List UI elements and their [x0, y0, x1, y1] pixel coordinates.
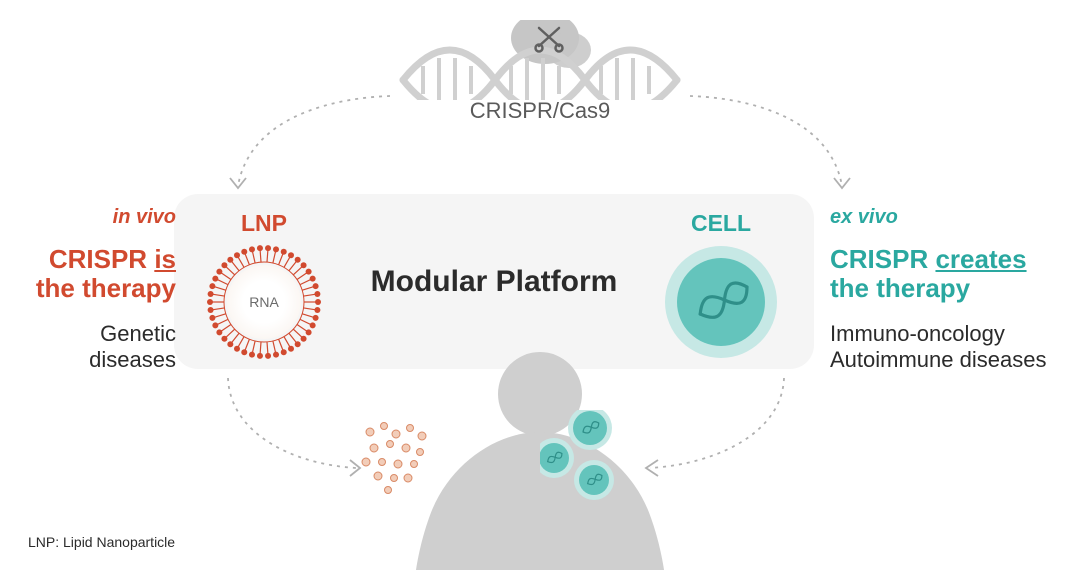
- crispr-is-line2: the therapy: [36, 273, 176, 303]
- dna-helix-icon: [395, 20, 685, 90]
- crispr-creates-line2: the therapy: [830, 273, 970, 303]
- lnp-rna-label: RNA: [227, 265, 301, 339]
- crispr-creates-prefix: CRISPR: [830, 244, 935, 274]
- lnp-label: LNP: [205, 210, 323, 237]
- crispr-is-therapy: CRISPR is the therapy: [16, 245, 176, 303]
- indications-right: Immuno-oncology Autoimmune diseases: [830, 321, 1060, 372]
- crispr-is-prefix: CRISPR: [49, 244, 154, 274]
- cell-mini-cluster-icon: [540, 410, 630, 515]
- genetic-diseases-label: Genetic diseases: [16, 321, 176, 372]
- modular-platform-title: Modular Platform: [371, 265, 618, 299]
- lnp-icon: RNA: [205, 243, 323, 361]
- ex-vivo-heading: ex vivo: [830, 206, 1060, 229]
- arrow-top-right: [680, 88, 860, 198]
- crispr-creates-underlined: creates: [935, 244, 1026, 274]
- diagram-canvas: CRISPR/Cas9 Modular Platform LNP RNA CEL…: [0, 0, 1080, 568]
- cell-group: CELL: [662, 210, 780, 361]
- in-vivo-heading: in vivo: [16, 206, 176, 229]
- autoimmune-label: Autoimmune diseases: [830, 347, 1046, 372]
- immuno-oncology-label: Immuno-oncology: [830, 321, 1005, 346]
- footnote-lnp: LNP: Lipid Nanoparticle: [28, 534, 175, 550]
- crispr-is-underlined: is: [154, 244, 176, 274]
- in-vivo-text-block: in vivo CRISPR is the therapy Genetic di…: [16, 206, 176, 372]
- cell-label: CELL: [662, 210, 780, 237]
- arrow-bottom-left: [210, 372, 370, 482]
- lnp-group: LNP RNA: [205, 210, 323, 361]
- crispr-creates-therapy: CRISPR creates the therapy: [830, 245, 1060, 303]
- arrow-top-left: [220, 88, 400, 198]
- ex-vivo-text-block: ex vivo CRISPR creates the therapy Immun…: [830, 206, 1060, 372]
- lnp-dots-cluster-icon: [360, 422, 440, 507]
- crispr-cas9-group: CRISPR/Cas9: [395, 20, 685, 124]
- crispr-cas9-label: CRISPR/Cas9: [395, 98, 685, 124]
